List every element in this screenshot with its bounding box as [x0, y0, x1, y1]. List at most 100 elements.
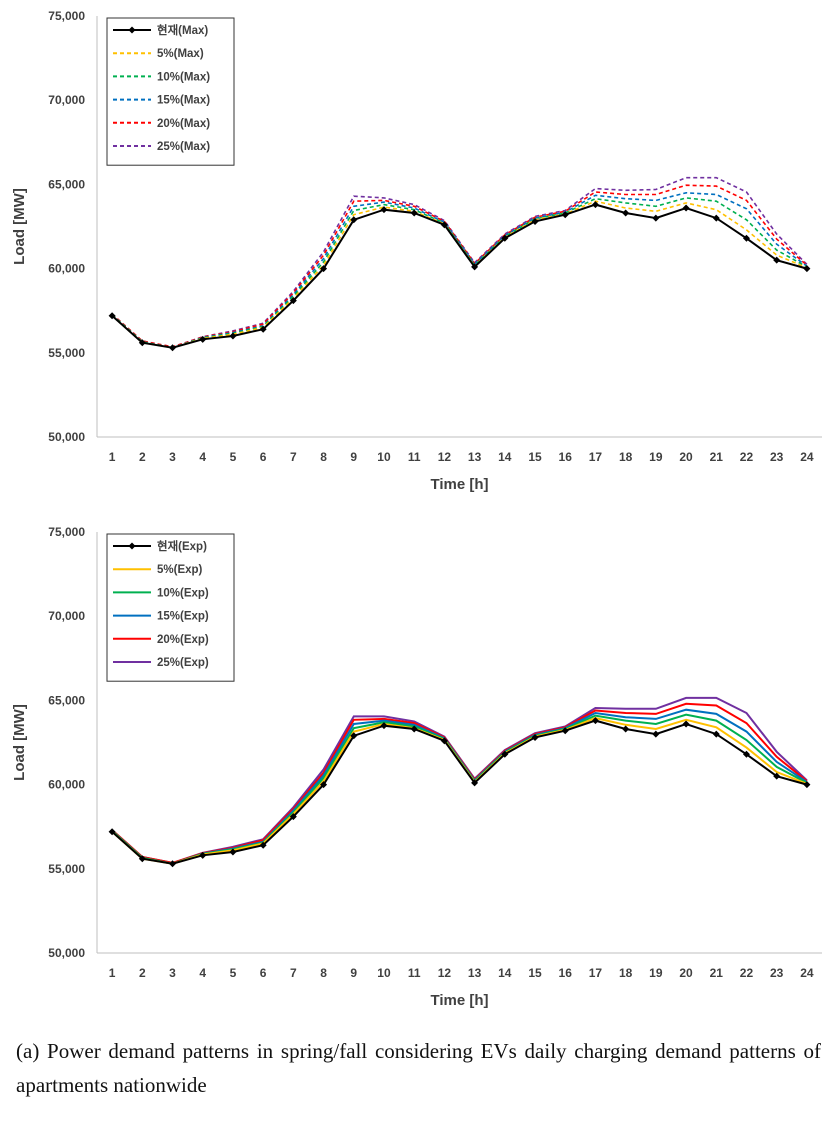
legend-label-0: 현재(Exp): [157, 539, 207, 553]
series-line-4: [111, 702, 808, 864]
x-tick-label: 20: [679, 966, 693, 980]
x-tick-label: 17: [589, 966, 603, 980]
legend-box: [106, 533, 235, 682]
data-point-marker: [501, 234, 509, 242]
data-point-marker: [138, 855, 146, 863]
x-tick-label: 18: [619, 966, 633, 980]
data-point-marker: [199, 335, 207, 343]
x-axis-label: Time [h]: [430, 476, 488, 493]
legend-marker: [128, 26, 136, 34]
x-tick-label: 5: [230, 966, 237, 980]
x-tick-label: 15: [528, 450, 542, 464]
x-tick-label: 23: [770, 966, 784, 980]
x-tick-label: 8: [320, 966, 327, 980]
data-point-marker: [471, 779, 479, 787]
legend-box: [106, 17, 235, 166]
data-point-marker: [682, 720, 690, 728]
x-tick-label: 8: [320, 450, 327, 464]
series-line-3: [111, 708, 808, 865]
x-tick-label: 16: [559, 450, 573, 464]
x-tick-label: 14: [498, 966, 512, 980]
x-tick-label: 1: [109, 966, 116, 980]
data-point-marker: [138, 339, 146, 347]
series-line-0: [111, 203, 808, 349]
series-line-2: [111, 713, 808, 865]
x-tick-label: 22: [740, 966, 754, 980]
data-point-marker: [169, 860, 177, 868]
x-tick-label: 14: [498, 450, 512, 464]
data-point-marker: [742, 234, 750, 242]
legend-marker: [128, 542, 136, 550]
legend-label-3: 15%(Max): [157, 95, 210, 107]
data-point-marker: [652, 214, 660, 222]
series-line-3: [111, 191, 808, 349]
data-point-marker: [320, 781, 328, 789]
y-tick-label: 50,000: [48, 430, 85, 444]
data-point-marker: [561, 211, 569, 219]
data-point-marker: [712, 730, 720, 738]
data-point-marker: [350, 216, 358, 224]
y-tick-label: 60,000: [48, 778, 85, 792]
x-tick-label: 11: [408, 450, 421, 464]
x-tick-label: 24: [800, 966, 814, 980]
y-tick-label: 70,000: [48, 93, 85, 107]
y-tick-label: 55,000: [48, 862, 85, 876]
series-line-1: [111, 717, 808, 865]
data-point-marker: [440, 221, 448, 229]
data-point-marker: [773, 256, 781, 264]
data-point-marker: [440, 737, 448, 745]
x-tick-label: 12: [438, 966, 452, 980]
y-tick-label: 65,000: [48, 693, 85, 707]
x-tick-label: 21: [710, 966, 724, 980]
x-tick-label: 20: [679, 450, 693, 464]
x-tick-label: 5: [230, 450, 237, 464]
data-point-marker: [350, 732, 358, 740]
legend-label-0: 현재(Max): [157, 23, 208, 37]
legend-label-2: 10%(Max): [157, 71, 210, 83]
data-point-marker: [471, 263, 479, 271]
x-tick-label: 23: [770, 450, 784, 464]
x-tick-label: 6: [260, 450, 267, 464]
data-point-marker: [289, 813, 297, 821]
data-point-marker: [803, 265, 811, 273]
data-point-marker: [712, 214, 720, 222]
data-point-marker: [591, 717, 599, 725]
x-axis-label: Time [h]: [430, 992, 488, 1009]
x-tick-label: 9: [350, 966, 357, 980]
y-tick-label: 50,000: [48, 946, 85, 960]
y-axis-label: Load [MW]: [11, 188, 28, 265]
data-point-marker: [229, 332, 237, 340]
data-point-marker: [501, 750, 509, 758]
legend-label-5: 25%(Exp): [157, 657, 209, 669]
x-tick-label: 11: [408, 966, 421, 980]
x-tick-label: 12: [438, 450, 452, 464]
data-point-marker: [742, 750, 750, 758]
x-tick-label: 2: [139, 450, 146, 464]
series-line-0: [111, 719, 808, 865]
series-line-4: [111, 184, 808, 348]
x-tick-label: 7: [290, 966, 297, 980]
data-point-marker: [380, 722, 388, 730]
data-point-marker: [108, 828, 116, 836]
x-tick-label: 4: [199, 450, 206, 464]
data-point-marker: [169, 344, 177, 352]
series-line-5: [111, 176, 808, 348]
y-tick-label: 75,000: [48, 9, 85, 23]
data-point-marker: [803, 781, 811, 789]
y-axis-label: Load [MW]: [11, 704, 28, 781]
y-tick-label: 70,000: [48, 609, 85, 623]
data-point-marker: [531, 217, 539, 225]
data-point-marker: [410, 725, 418, 733]
data-point-marker: [531, 733, 539, 741]
x-tick-label: 24: [800, 450, 814, 464]
x-tick-label: 3: [169, 966, 176, 980]
figure-caption: (a) Power demand patterns in spring/fall…: [16, 1039, 821, 1097]
series-line-5: [111, 696, 808, 864]
data-point-marker: [591, 201, 599, 209]
x-tick-label: 18: [619, 450, 633, 464]
x-tick-label: 16: [559, 966, 573, 980]
x-tick-label: 1: [109, 450, 116, 464]
data-point-marker: [682, 204, 690, 212]
y-tick-label: 55,000: [48, 346, 85, 360]
